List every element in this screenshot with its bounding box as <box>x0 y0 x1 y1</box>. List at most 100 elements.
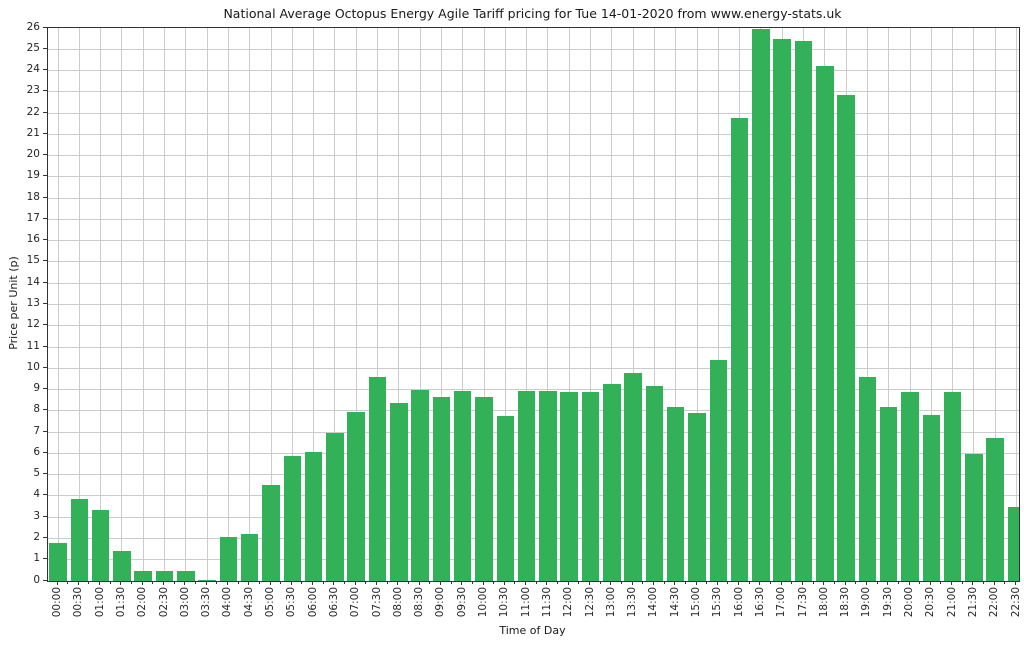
gridline-vertical <box>632 28 634 581</box>
gridline-vertical <box>270 28 272 581</box>
x-tick <box>482 581 484 585</box>
x-tick-label: 05:30 <box>285 587 298 618</box>
x-tick <box>908 581 910 585</box>
x-tick-label: 02:00 <box>136 587 149 618</box>
y-tick-label: 26 <box>26 20 40 33</box>
x-tick <box>525 581 527 585</box>
x-tick <box>418 581 420 585</box>
gridline-vertical <box>227 28 229 581</box>
y-tick-label: 3 <box>33 509 40 522</box>
y-tick-label: 7 <box>33 424 40 437</box>
x-minor-tick <box>386 581 388 584</box>
gridline-horizontal <box>48 325 1019 327</box>
x-tick <box>610 581 612 585</box>
y-tick <box>43 388 47 390</box>
x-tick <box>376 581 377 585</box>
y-tick <box>43 536 47 538</box>
gridline-vertical <box>696 28 698 581</box>
x-axis-label: Time of Day <box>499 624 566 637</box>
bar <box>581 392 600 581</box>
x-minor-tick <box>876 581 878 584</box>
gridline-vertical <box>611 28 613 581</box>
x-tick <box>397 581 399 585</box>
bar <box>1007 507 1019 581</box>
x-tick <box>674 581 676 585</box>
x-minor-tick <box>471 581 473 584</box>
y-tick-label: 22 <box>26 105 40 118</box>
x-tick-label: 10:00 <box>477 587 489 618</box>
x-tick <box>333 581 335 585</box>
x-tick-label: 07:30 <box>370 587 383 618</box>
x-minor-tick <box>493 581 495 584</box>
x-tick-label: 20:00 <box>903 587 915 618</box>
x-tick-label: 13:00 <box>604 587 617 618</box>
y-tick-label: 23 <box>26 84 40 97</box>
x-tick-label: 10:30 <box>498 587 511 618</box>
gridline-horizontal <box>48 70 1019 72</box>
bar <box>155 571 174 581</box>
y-tick <box>43 239 47 241</box>
x-minor-tick <box>983 581 985 584</box>
y-tick-label: 1 <box>33 552 40 565</box>
y-tick <box>43 47 47 49</box>
x-minor-tick <box>237 581 239 584</box>
x-tick <box>802 581 803 585</box>
x-minor-tick <box>258 581 260 584</box>
x-tick-label: 20:30 <box>924 587 937 618</box>
y-tick-label: 16 <box>26 233 40 246</box>
y-tick <box>43 90 47 92</box>
y-tick-label: 21 <box>26 126 40 139</box>
x-tick-label: 00:00 <box>51 587 63 618</box>
x-tick-label: 13:30 <box>626 587 639 618</box>
x-tick-label: 09:30 <box>455 587 468 618</box>
bar <box>432 397 451 581</box>
x-tick-label: 03:00 <box>178 587 191 618</box>
bar <box>134 571 152 581</box>
x-minor-tick <box>322 581 324 584</box>
gridline-horizontal <box>48 304 1019 305</box>
x-tick <box>652 581 654 585</box>
x-tick <box>99 581 101 585</box>
x-tick-label: 08:30 <box>413 587 426 618</box>
x-tick-label: 09:00 <box>434 587 447 618</box>
gridline-vertical <box>483 28 485 581</box>
bar <box>901 392 919 581</box>
y-tick <box>43 217 47 219</box>
gridline-horizontal <box>48 218 1019 220</box>
bar <box>49 543 67 581</box>
x-tick <box>205 581 207 585</box>
y-tick <box>43 154 47 156</box>
y-tick-label: 4 <box>33 488 40 501</box>
gridline-vertical <box>717 28 719 581</box>
x-tick <box>631 581 633 585</box>
x-minor-tick <box>514 581 516 584</box>
gridline-horizontal <box>48 346 1019 348</box>
gridline-vertical <box>973 28 975 581</box>
x-tick <box>56 581 58 585</box>
y-tick-label: 0 <box>33 573 40 586</box>
x-minor-tick <box>919 581 921 584</box>
x-minor-tick <box>940 581 942 584</box>
gridline-vertical <box>675 28 677 581</box>
x-tick-label: 02:30 <box>157 587 170 618</box>
bar <box>326 433 344 581</box>
y-tick <box>43 303 47 304</box>
x-tick-label: 04:00 <box>221 587 234 618</box>
gridline-vertical <box>994 28 996 581</box>
x-tick-label: 17:00 <box>775 587 788 618</box>
gridline-vertical <box>930 28 932 581</box>
bar <box>752 29 770 581</box>
gridline-vertical <box>440 28 442 581</box>
bar <box>858 377 877 581</box>
bar <box>368 377 387 581</box>
gridline-horizontal <box>48 261 1019 263</box>
y-tick-label: 19 <box>26 169 40 182</box>
y-tick <box>43 281 47 283</box>
bar <box>113 551 131 581</box>
y-tick-label: 9 <box>33 382 40 395</box>
x-tick-label: 12:00 <box>562 587 575 618</box>
x-tick <box>865 581 867 585</box>
x-tick-label: 01:00 <box>93 587 106 618</box>
x-tick <box>354 581 356 585</box>
gridline-vertical <box>504 28 506 581</box>
